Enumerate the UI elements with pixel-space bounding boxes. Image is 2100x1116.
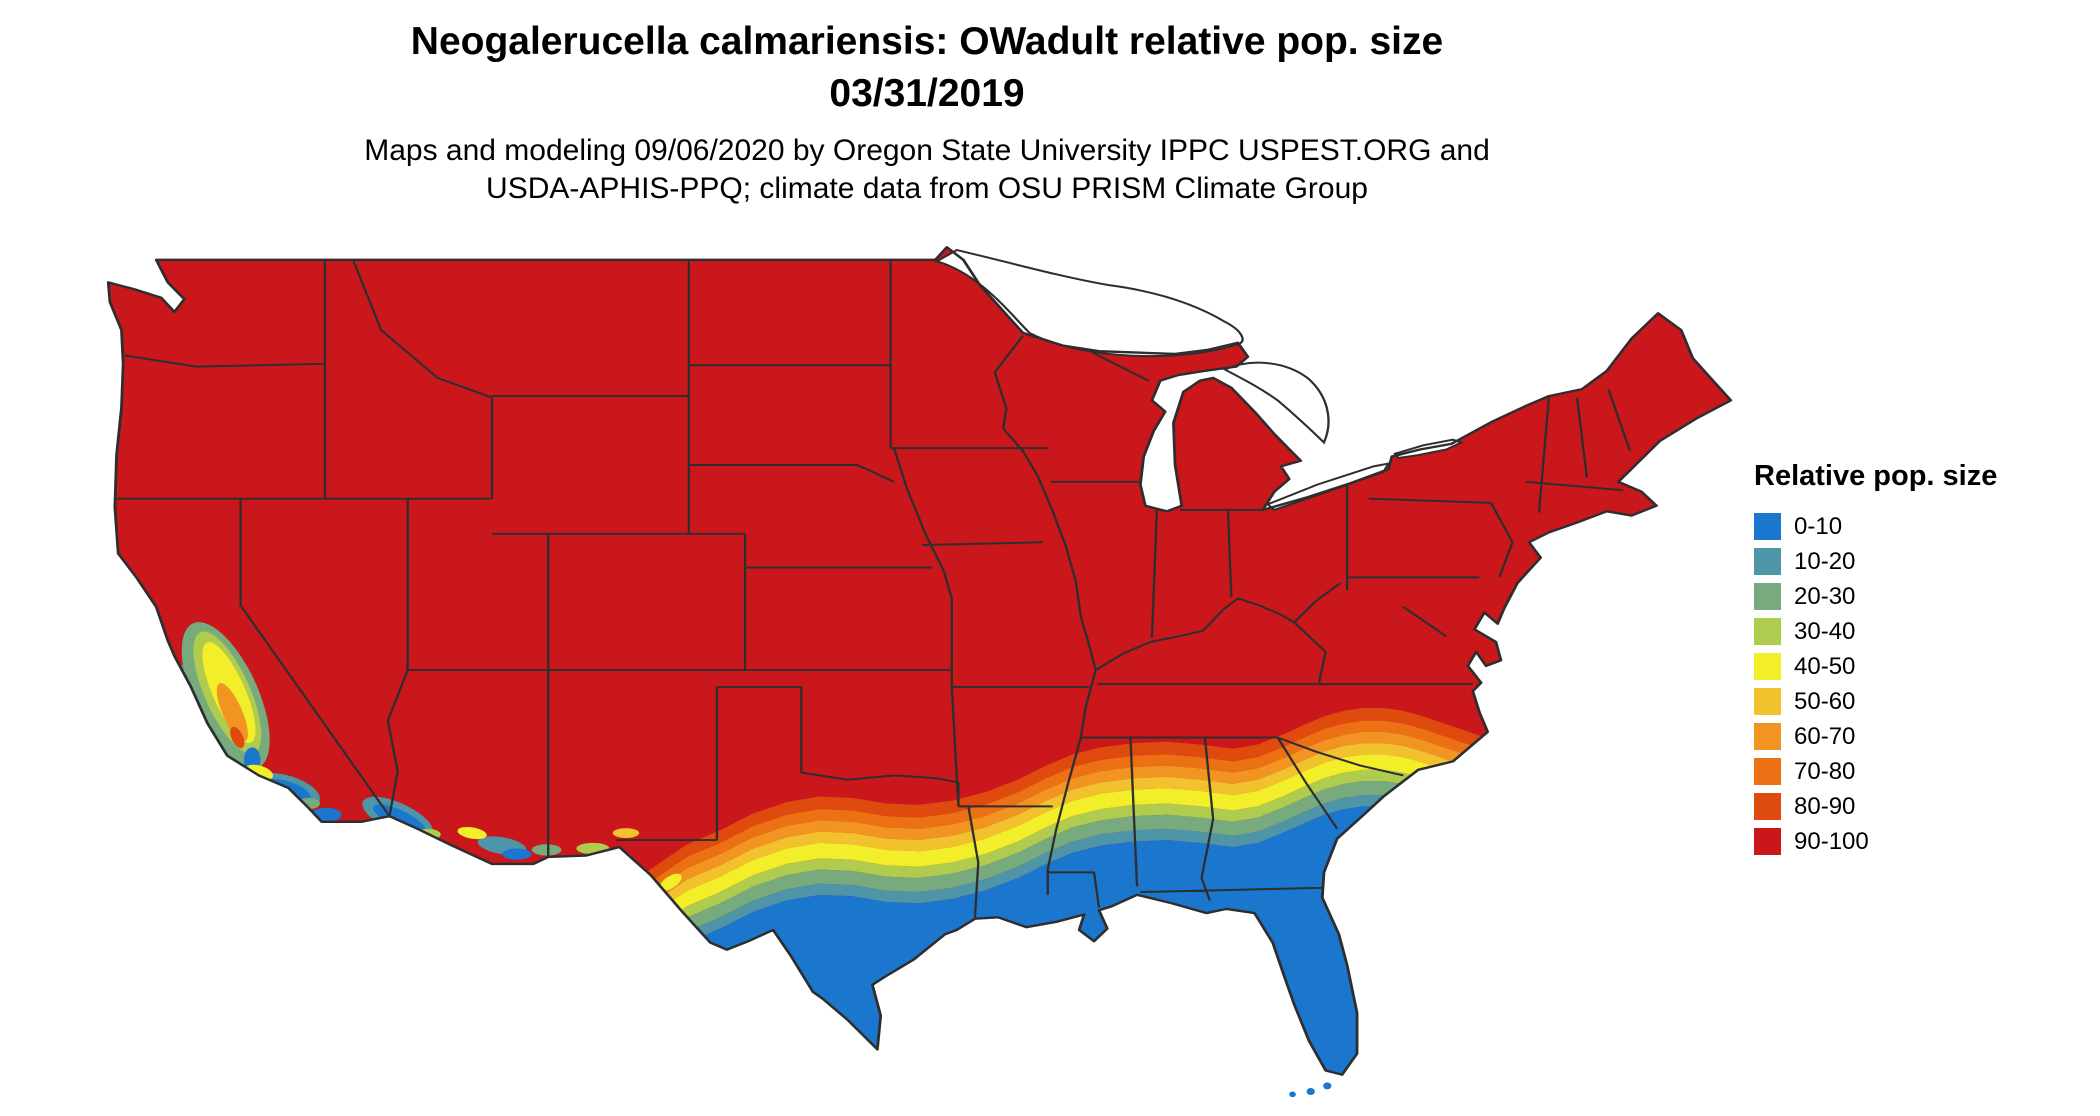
legend-swatch xyxy=(1754,513,1781,540)
us-outline xyxy=(106,246,1733,1076)
legend-rows: 0-10 10-20 20-30 30-40 40-50 50-60 60-70 70-80 8… xyxy=(1754,509,1997,859)
map-legend: Relative pop. size 0-10 10-20 20-30 30-40 40… xyxy=(1754,460,1997,859)
page-title: Neogalerucella calmariensis: OWadult rel… xyxy=(410,20,1444,63)
legend-row: 50-60 xyxy=(1754,684,1997,719)
legend-swatch xyxy=(1754,653,1781,680)
legend-label: 0-10 xyxy=(1794,513,1843,540)
florida-key-dot xyxy=(1289,1091,1296,1098)
legend-label: 50-60 xyxy=(1794,688,1856,715)
legend-label: 70-80 xyxy=(1794,758,1856,785)
map-patch-wtx-yellow xyxy=(659,873,682,891)
map-band-60-70 xyxy=(596,731,1539,939)
legend-row: 80-90 xyxy=(1754,789,1997,824)
map-patch-se-az-yellow xyxy=(457,826,487,840)
florida-key-dot xyxy=(1306,1088,1315,1096)
florida-keys xyxy=(1289,1082,1332,1098)
legend-label: 20-30 xyxy=(1794,583,1856,610)
map-patch-nm-gold xyxy=(612,828,640,838)
us-map xyxy=(100,243,1754,1114)
legend-row: 20-30 xyxy=(1754,579,1997,614)
legend-label: 40-50 xyxy=(1794,653,1856,680)
legend-row: 70-80 xyxy=(1754,754,1997,789)
lake-huron xyxy=(1222,361,1330,445)
legend-swatch xyxy=(1754,793,1781,820)
legend-label: 30-40 xyxy=(1794,618,1856,645)
state-borders xyxy=(116,259,1632,918)
legend-row: 10-20 xyxy=(1754,544,1997,579)
map-patch-central-valley-orange xyxy=(216,683,248,742)
lake-erie xyxy=(1265,462,1391,512)
legend-swatch xyxy=(1754,828,1781,855)
legend-row: 30-40 xyxy=(1754,614,1997,649)
legend-label: 60-70 xyxy=(1794,723,1856,750)
map-band-70-80 xyxy=(596,720,1539,928)
map-patch-sw-nm-green xyxy=(531,844,562,856)
attribution-line-2: USDA-APHIS-PPQ; climate data from OSU PR… xyxy=(486,172,1368,205)
map-patch-nm-yellowgreen xyxy=(576,842,610,855)
map-fill-layer xyxy=(108,247,1731,1075)
legend-title: Relative pop. size xyxy=(1754,460,1998,492)
legend-row: 90-100 xyxy=(1754,824,1997,859)
map-patch-central-valley-redorange xyxy=(230,726,245,749)
map-band-80-90 xyxy=(596,708,1539,916)
legend-swatch xyxy=(1754,688,1781,715)
florida-key-dot xyxy=(1323,1082,1332,1090)
map-patch-se-az-blue xyxy=(501,848,532,860)
legend-row: 60-70 xyxy=(1754,719,1997,754)
legend-swatch xyxy=(1754,723,1781,750)
legend-swatch xyxy=(1754,548,1781,575)
legend-label: 10-20 xyxy=(1794,548,1856,575)
legend-row: 0-10 xyxy=(1754,509,1997,544)
legend-swatch xyxy=(1754,583,1781,610)
map-patch-wtx-green xyxy=(649,896,669,905)
legend-label: 80-90 xyxy=(1794,793,1856,820)
legend-swatch xyxy=(1754,618,1781,645)
legend-row: 40-50 xyxy=(1754,649,1997,684)
map-base-red xyxy=(108,247,1731,1075)
legend-label: 90-100 xyxy=(1794,828,1869,855)
us-map-svg xyxy=(106,246,1733,1098)
attribution-line-1: Maps and modeling 09/06/2020 by Oregon S… xyxy=(364,134,1490,167)
great-lakes xyxy=(934,248,1464,512)
legend-swatch xyxy=(1754,758,1781,785)
map-date: 03/31/2019 xyxy=(829,72,1025,115)
